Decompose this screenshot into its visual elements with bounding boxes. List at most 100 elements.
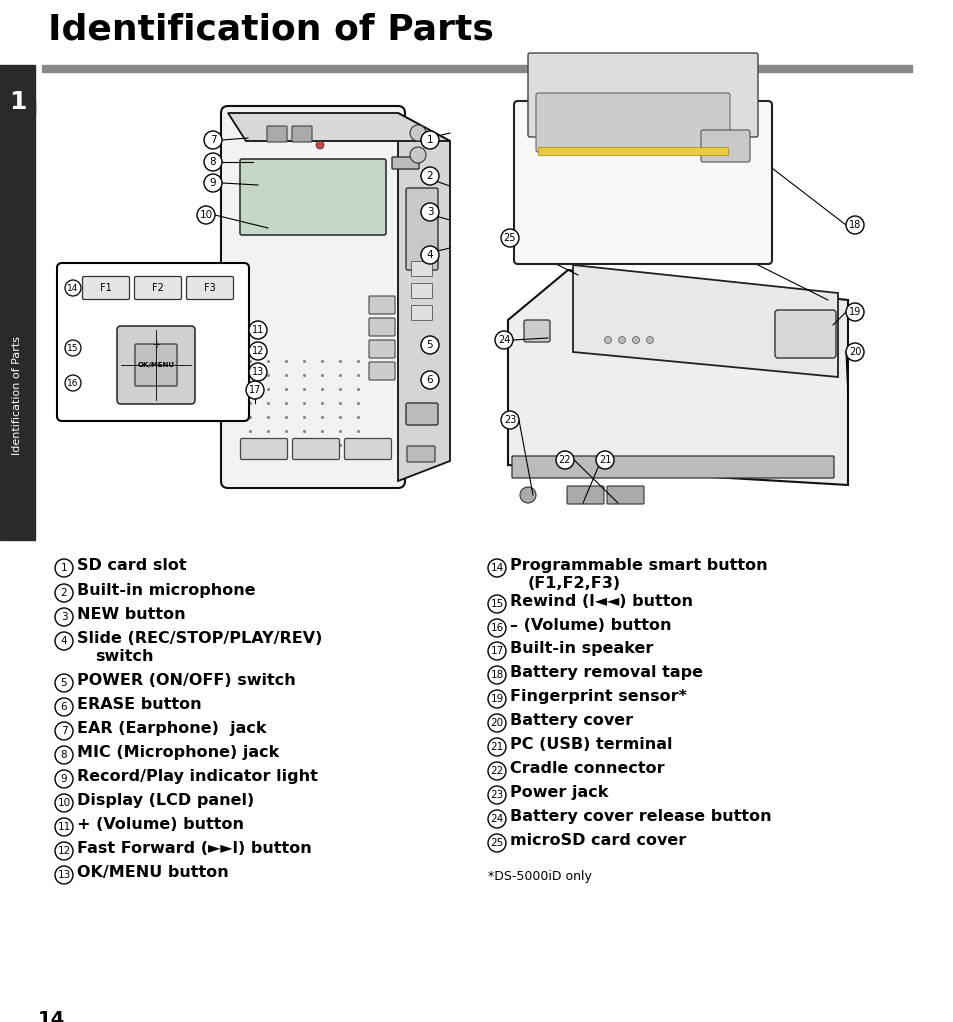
FancyBboxPatch shape bbox=[369, 318, 395, 336]
Text: OK/MENU button: OK/MENU button bbox=[77, 865, 229, 880]
Circle shape bbox=[55, 698, 73, 716]
Text: 18: 18 bbox=[490, 670, 503, 680]
Text: Fast Forward (►►l) button: Fast Forward (►►l) button bbox=[77, 841, 312, 856]
FancyBboxPatch shape bbox=[527, 53, 758, 137]
Text: Fingerprint sensor*: Fingerprint sensor* bbox=[510, 689, 686, 704]
Circle shape bbox=[410, 125, 426, 141]
Circle shape bbox=[488, 642, 505, 660]
Circle shape bbox=[488, 559, 505, 577]
Circle shape bbox=[246, 381, 264, 399]
FancyBboxPatch shape bbox=[135, 344, 177, 386]
Circle shape bbox=[204, 131, 222, 149]
Text: 13: 13 bbox=[252, 367, 264, 377]
Circle shape bbox=[410, 147, 426, 162]
Text: 1: 1 bbox=[9, 90, 27, 114]
Circle shape bbox=[488, 690, 505, 708]
Text: 7: 7 bbox=[61, 726, 68, 736]
Text: switch: switch bbox=[95, 649, 153, 664]
FancyBboxPatch shape bbox=[221, 106, 405, 487]
Circle shape bbox=[315, 141, 324, 149]
Text: 16: 16 bbox=[490, 623, 503, 633]
FancyBboxPatch shape bbox=[82, 277, 130, 299]
Text: 24: 24 bbox=[490, 814, 503, 824]
Text: 11: 11 bbox=[252, 325, 264, 335]
Circle shape bbox=[55, 559, 73, 577]
Text: POWER (ON/OFF) switch: POWER (ON/OFF) switch bbox=[77, 673, 295, 688]
Text: Power jack: Power jack bbox=[510, 785, 608, 800]
Text: Battery cover release button: Battery cover release button bbox=[510, 809, 771, 824]
Text: 20: 20 bbox=[490, 718, 503, 728]
Text: EAR (Earphone)  jack: EAR (Earphone) jack bbox=[77, 721, 266, 736]
Circle shape bbox=[845, 343, 863, 361]
FancyBboxPatch shape bbox=[406, 188, 437, 270]
Circle shape bbox=[632, 336, 639, 343]
Circle shape bbox=[488, 738, 505, 756]
Circle shape bbox=[488, 810, 505, 828]
Text: 14: 14 bbox=[490, 563, 503, 573]
Text: + (Volume) button: + (Volume) button bbox=[77, 817, 244, 832]
Circle shape bbox=[55, 818, 73, 836]
FancyBboxPatch shape bbox=[344, 438, 391, 460]
FancyBboxPatch shape bbox=[774, 310, 835, 358]
Circle shape bbox=[488, 714, 505, 732]
Text: 8: 8 bbox=[61, 750, 68, 760]
Text: 21: 21 bbox=[598, 455, 611, 465]
Text: (F1,F2,F3): (F1,F2,F3) bbox=[527, 575, 620, 591]
Text: 1: 1 bbox=[426, 135, 433, 145]
Text: SD card slot: SD card slot bbox=[77, 558, 187, 573]
Text: F1: F1 bbox=[100, 283, 112, 293]
Circle shape bbox=[500, 411, 518, 429]
FancyBboxPatch shape bbox=[411, 306, 432, 321]
Text: 10: 10 bbox=[57, 798, 71, 808]
Text: 11: 11 bbox=[57, 822, 71, 832]
FancyBboxPatch shape bbox=[57, 263, 249, 421]
Text: 15: 15 bbox=[67, 343, 79, 353]
Circle shape bbox=[618, 336, 625, 343]
Text: 24: 24 bbox=[497, 335, 510, 345]
Circle shape bbox=[196, 206, 214, 224]
Text: 25: 25 bbox=[503, 233, 516, 243]
Circle shape bbox=[420, 131, 438, 149]
Text: Slide (REC/STOP/PLAY/REV): Slide (REC/STOP/PLAY/REV) bbox=[77, 631, 322, 646]
Circle shape bbox=[604, 336, 611, 343]
Circle shape bbox=[488, 619, 505, 637]
Text: 5: 5 bbox=[61, 678, 68, 688]
FancyBboxPatch shape bbox=[700, 130, 749, 162]
FancyBboxPatch shape bbox=[407, 446, 435, 462]
Circle shape bbox=[596, 451, 614, 469]
Circle shape bbox=[420, 246, 438, 264]
Text: 17: 17 bbox=[490, 646, 503, 656]
Text: 3: 3 bbox=[61, 612, 68, 622]
FancyBboxPatch shape bbox=[369, 296, 395, 314]
Text: OK/MENU: OK/MENU bbox=[137, 362, 174, 368]
Circle shape bbox=[204, 174, 222, 192]
Text: 3: 3 bbox=[426, 207, 433, 217]
Text: 14: 14 bbox=[38, 1010, 65, 1022]
Text: – (Volume) button: – (Volume) button bbox=[510, 618, 671, 633]
FancyBboxPatch shape bbox=[240, 438, 287, 460]
Circle shape bbox=[65, 375, 81, 391]
FancyBboxPatch shape bbox=[566, 486, 603, 504]
Circle shape bbox=[55, 794, 73, 812]
Text: 9: 9 bbox=[61, 774, 68, 784]
Text: 6: 6 bbox=[61, 702, 68, 712]
Circle shape bbox=[249, 342, 267, 360]
Circle shape bbox=[420, 167, 438, 185]
Text: Battery cover: Battery cover bbox=[510, 713, 633, 728]
Text: 4: 4 bbox=[61, 636, 68, 646]
Text: ERASE button: ERASE button bbox=[77, 697, 201, 712]
Text: 22: 22 bbox=[558, 455, 571, 465]
Text: F3: F3 bbox=[204, 283, 215, 293]
Text: F2: F2 bbox=[152, 283, 164, 293]
FancyBboxPatch shape bbox=[240, 159, 386, 235]
Text: 2: 2 bbox=[61, 588, 68, 598]
FancyBboxPatch shape bbox=[117, 326, 194, 404]
Circle shape bbox=[249, 363, 267, 381]
Circle shape bbox=[55, 866, 73, 884]
Text: 19: 19 bbox=[490, 694, 503, 704]
Circle shape bbox=[500, 229, 518, 247]
Polygon shape bbox=[507, 270, 847, 485]
FancyBboxPatch shape bbox=[186, 277, 233, 299]
Circle shape bbox=[845, 216, 863, 234]
FancyBboxPatch shape bbox=[134, 277, 181, 299]
